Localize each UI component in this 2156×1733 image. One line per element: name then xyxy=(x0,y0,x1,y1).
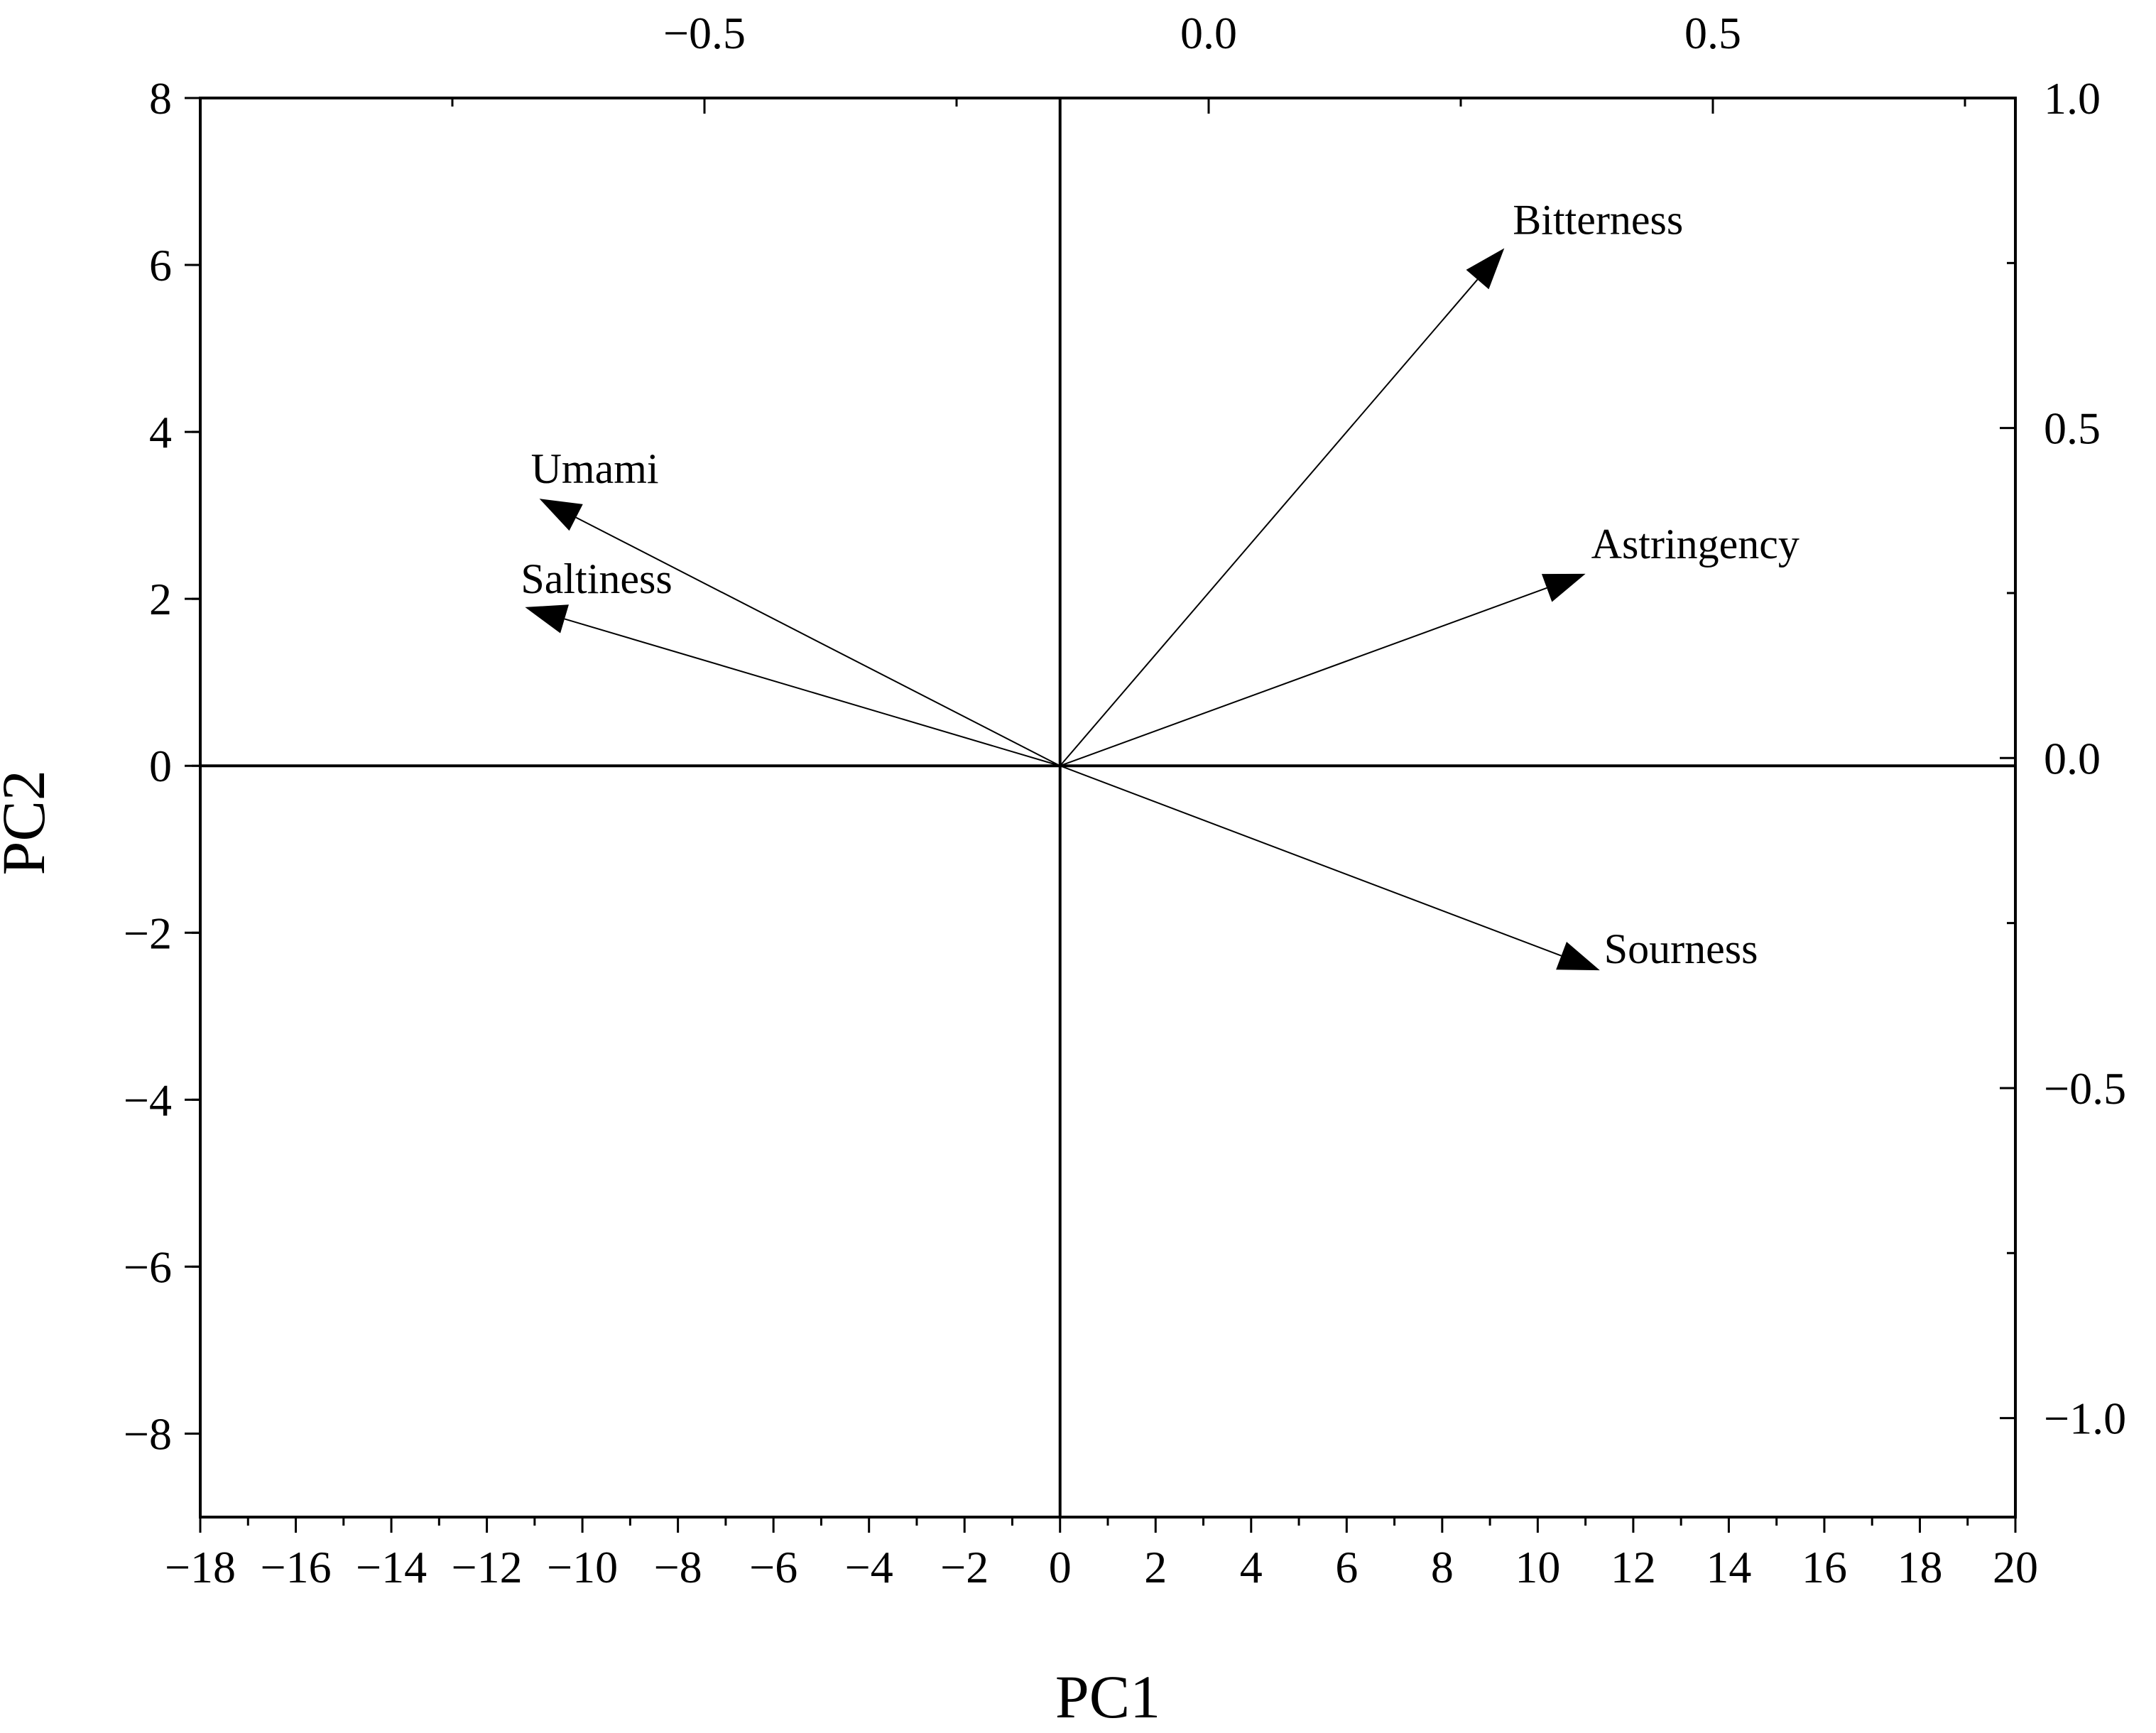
x-tick-label: −4 xyxy=(845,1542,893,1592)
vector-line xyxy=(1060,587,1547,767)
y-tick-label: 8 xyxy=(149,73,172,124)
arrow-head xyxy=(1541,573,1586,602)
top-x-tick-label: 0.5 xyxy=(1684,8,1741,58)
right-y-tick-label: 0.0 xyxy=(2044,733,2101,783)
y-tick-label: −4 xyxy=(124,1075,172,1125)
vector-label: Astringency xyxy=(1591,521,1800,567)
y-tick-label: −2 xyxy=(124,908,172,958)
vector-bitterness: Bitterness xyxy=(1059,197,1683,766)
x-tick-label: −18 xyxy=(165,1542,236,1592)
vector-saltiness: Saltiness xyxy=(521,555,1061,767)
vector-label: Bitterness xyxy=(1513,197,1683,244)
x-tick-label: −2 xyxy=(940,1542,989,1592)
y-tick-label: −8 xyxy=(124,1408,172,1459)
right-y-tick-label: 0.5 xyxy=(2044,403,2101,454)
right-y-tick-label: −1.0 xyxy=(2044,1394,2126,1444)
vector-umami: Umami xyxy=(531,445,1061,767)
vector-label: Sourness xyxy=(1604,925,1758,972)
x-tick-label: −8 xyxy=(654,1542,702,1592)
y-tick-label: 2 xyxy=(149,574,172,624)
vector-line xyxy=(1060,765,1562,957)
x-tick-label: 16 xyxy=(1802,1542,1847,1592)
zero-lines xyxy=(200,98,2015,1517)
x-tick-label: 20 xyxy=(1993,1542,2038,1592)
arrow-head xyxy=(525,604,569,634)
vector-sourness: Sourness xyxy=(1060,765,1758,972)
vector-line xyxy=(1059,278,1479,766)
right-y-tick-label: −0.5 xyxy=(2044,1063,2126,1114)
x-tick-label: 18 xyxy=(1897,1542,1942,1592)
x-tick-label: 2 xyxy=(1144,1542,1167,1592)
loading-vectors: Bitterness Astringency Umami Saltiness Sourn… xyxy=(521,197,1800,973)
plot-frame xyxy=(199,97,2017,1519)
vector-astringency: Astringency xyxy=(1060,521,1800,767)
y-axis-title: PC2 xyxy=(0,770,58,875)
y-tick-label: 0 xyxy=(149,741,172,791)
vector-line xyxy=(575,516,1061,767)
x-tick-label: 4 xyxy=(1240,1542,1263,1592)
tick-labels: −18 −16 −14 −12 −10 −8 −6 −4 −2 0 2 4 6 8 10 12 14 16 18 20… xyxy=(124,8,2126,1592)
x-tick-label: 10 xyxy=(1515,1542,1560,1592)
y-tick-label: −6 xyxy=(124,1242,172,1292)
y-tick-label: 4 xyxy=(149,407,172,457)
x-tick-label: 6 xyxy=(1335,1542,1358,1592)
arrow-head xyxy=(1556,941,1600,971)
x-tick-label: 0 xyxy=(1049,1542,1072,1592)
top-x-tick-label: 0.0 xyxy=(1180,8,1237,58)
x-tick-label: 14 xyxy=(1706,1542,1751,1592)
right-y-tick-label: 1.0 xyxy=(2044,73,2101,124)
x-tick-label: −16 xyxy=(260,1542,331,1592)
vector-label: Umami xyxy=(531,445,659,492)
x-tick-label: −6 xyxy=(749,1542,797,1592)
x-axis-title: PC1 xyxy=(1055,1663,1160,1731)
vector-line xyxy=(564,618,1061,767)
vector-label: Saltiness xyxy=(521,555,672,602)
arrow-head xyxy=(539,499,583,531)
axis-ticks xyxy=(185,97,2017,1533)
x-tick-label: −14 xyxy=(356,1542,427,1592)
top-x-tick-label: −0.5 xyxy=(663,8,746,58)
x-tick-label: 12 xyxy=(1611,1542,1656,1592)
x-tick-label: −10 xyxy=(547,1542,618,1592)
arrow-head xyxy=(1466,248,1505,290)
y-tick-label: 6 xyxy=(149,240,172,290)
x-tick-label: −12 xyxy=(452,1542,523,1592)
x-tick-label: 8 xyxy=(1431,1542,1454,1592)
